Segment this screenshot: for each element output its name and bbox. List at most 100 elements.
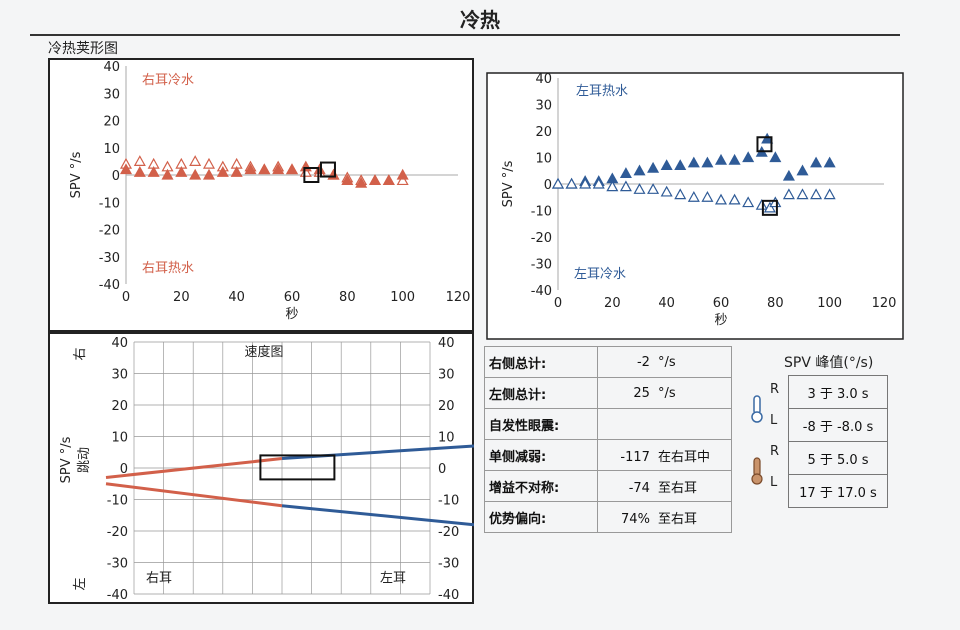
data-point [299, 166, 312, 177]
data-point [285, 163, 299, 175]
cold-thermometer-icon [751, 395, 763, 423]
data-point [674, 188, 687, 200]
series-annotation: 右耳热水 [142, 261, 194, 276]
velocity-chart: 40 40 30 30 20 20 10 10 0 0 -10 -10 -20 -20 -30 -30 -40 -… [48, 332, 474, 604]
x-tick-label: 60 [713, 296, 730, 311]
series-annotation: 右耳冷水 [142, 73, 194, 88]
x-tick-label: 20 [173, 290, 190, 305]
data-point [244, 163, 257, 175]
data-point [782, 169, 795, 181]
data-point [647, 161, 660, 173]
summary-row: 单侧减弱: -117 在右耳中 [484, 439, 733, 471]
left-side-label: 左 [73, 577, 88, 590]
intersection-box [259, 454, 336, 481]
y-tick-label: 30 [535, 99, 552, 114]
peak-title: SPV 峰值(°/s) [784, 355, 874, 371]
summary-table: 右侧总计: -2 °/s 左侧总计: 25 °/s 自发性眼震: 单侧减弱: -117 在右耳中增… [484, 346, 733, 533]
peak-marker-box [303, 167, 320, 183]
x-tick-label: 80 [767, 296, 784, 311]
data-point [742, 196, 755, 208]
x-tick-label: 40 [228, 290, 245, 305]
y-tick-label: -10 [99, 196, 120, 211]
data-point [565, 177, 578, 189]
y-axis-label: SPV °/s [501, 160, 516, 207]
data-point [382, 174, 395, 186]
data-point [133, 155, 146, 166]
data-point [189, 155, 202, 166]
data-point [313, 163, 326, 175]
data-point [823, 188, 836, 200]
y-tick-label: -20 [107, 525, 128, 540]
series-annotation: 左耳热水 [576, 84, 628, 99]
peak-row: 3 于 3.0 s [788, 375, 888, 409]
summary-value-cell: 25 °/s [596, 377, 733, 409]
summary-value-cell: -74 至右耳 [596, 470, 733, 502]
data-point [633, 183, 646, 194]
peak-marker-box [761, 199, 778, 216]
data-point [147, 166, 160, 177]
summary-unit: °/s [657, 385, 676, 401]
data-point [755, 198, 768, 210]
y-tick-label: 40 [103, 60, 120, 75]
y-tick-label: 30 [111, 368, 128, 383]
y2-tick-label: 10 [438, 431, 455, 446]
summary-value: 25 [633, 385, 650, 401]
y-tick-label: 10 [535, 152, 552, 167]
y-tick-label: -30 [99, 251, 120, 266]
right-side-label: 右 [73, 347, 88, 360]
data-point [161, 168, 174, 180]
data-point [396, 168, 409, 180]
summary-value: -2 [636, 354, 650, 370]
page-title: 冷热 [460, 8, 500, 32]
data-point [619, 180, 632, 192]
y-tick-label: 10 [111, 431, 128, 446]
y2-tick-label: 40 [438, 336, 455, 351]
data-point [810, 156, 823, 168]
summary-unit: 至右耳 [657, 480, 697, 496]
y2-tick-label: 30 [438, 368, 455, 383]
x-axis-label: 秒 [714, 313, 727, 328]
peak-value: 17 于 17.0 s [788, 474, 888, 508]
data-point [633, 164, 646, 176]
y-tick-label: -10 [531, 205, 552, 220]
data-point [368, 174, 382, 186]
y2-tick-label: 0 [438, 462, 446, 477]
peak-value: 3 于 3.0 s [788, 375, 888, 409]
y2-tick-label: -30 [438, 557, 459, 572]
data-point [687, 156, 700, 168]
x-tick-label: 40 [658, 296, 675, 311]
y-axis-label-2: 跳动 [77, 447, 92, 473]
summary-row: 右侧总计: -2 °/s [484, 346, 733, 378]
data-point [133, 166, 146, 177]
data-point [258, 163, 271, 175]
y-tick-label: -40 [107, 588, 128, 603]
data-point [579, 177, 592, 189]
y-tick-label: 40 [111, 336, 128, 351]
warm-segment [105, 457, 283, 479]
summary-unit: °/s [657, 354, 676, 370]
data-point [728, 193, 741, 205]
x-tick-label: 100 [390, 290, 415, 305]
cool-segment [281, 504, 474, 527]
title-divider [30, 34, 900, 36]
data-point [189, 168, 202, 180]
data-point [687, 191, 700, 202]
data-point [742, 151, 755, 163]
data-point [701, 191, 714, 202]
y-tick-label: -40 [531, 284, 552, 299]
summary-label: 单侧减弱: [484, 439, 598, 471]
y-axis-label: SPV °/s [59, 436, 74, 483]
summary-row: 优势偏向: 74% 至右耳 [484, 501, 733, 533]
x-category-left: 右耳 [146, 571, 172, 586]
summary-row: 增益不对称: -74 至右耳 [484, 470, 733, 502]
data-point [796, 164, 809, 176]
data-point [341, 174, 354, 186]
data-point [660, 159, 673, 171]
data-point [782, 188, 795, 200]
summary-value-cell: 74% 至右耳 [596, 501, 733, 533]
x-tick-label: 100 [817, 296, 842, 311]
data-point [810, 188, 823, 200]
summary-value: -117 [620, 449, 650, 465]
